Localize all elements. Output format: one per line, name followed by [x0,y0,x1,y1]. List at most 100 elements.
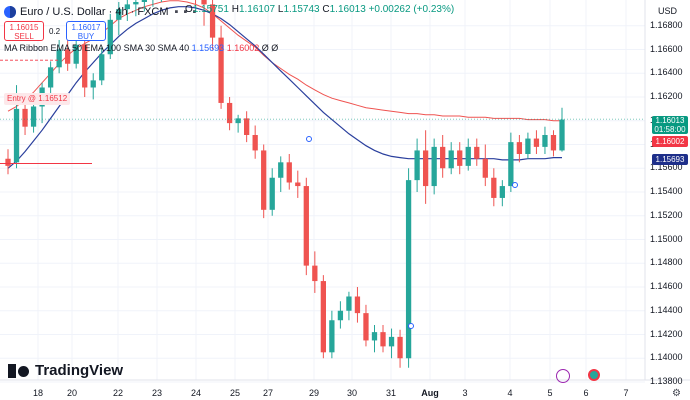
candle [380,325,386,353]
candle [261,144,267,219]
candle [269,168,275,216]
x-tick-label: 4 [507,388,513,398]
legend-tools-icon[interactable]: ▪ ▪ ▪ [174,6,198,18]
entry-label[interactable]: Entry @ 1.16512 [4,93,71,105]
symbol-line[interactable]: Euro / U.S. Dollar · 4h · FXCM ▪ ▪ ▪ [4,4,197,20]
candle [482,144,488,187]
x-tick-label: 22 [112,388,124,398]
tradingview-logo[interactable]: TradingView [8,362,123,379]
y-tick-label: 1.16600 [650,43,683,54]
candle [90,73,96,100]
y-tick-label: 1.16800 [650,19,683,30]
x-tick-label: 6 [583,388,589,398]
x-tick-label: 23 [151,388,163,398]
candle [99,47,105,86]
candle [278,156,284,192]
candle [440,135,446,178]
event-icon[interactable] [556,369,570,383]
y-tick-label: 1.13800 [650,376,683,386]
buy-button[interactable]: 1.16017 BUY [66,21,106,41]
x-tick-label: 30 [346,388,358,398]
eurusd-flag-icon [4,6,16,18]
x-tick-label: 25 [229,388,241,398]
trade-marker[interactable] [306,136,312,142]
candle [388,328,395,359]
x-tick-label: 27 [262,388,274,398]
buy-price: 1.16017 [71,23,101,32]
candle [133,0,139,17]
x-tick-label: 29 [308,388,320,398]
gear-icon[interactable]: ⚙ [672,388,681,399]
candle [235,114,241,133]
last-price: 1.16013 [655,116,685,125]
candle [195,0,197,5]
brand-name: TradingView [35,362,124,379]
currency-label[interactable]: USD [658,6,678,16]
candle [201,0,207,26]
y-tick-label: 1.16200 [650,91,683,101]
candle [65,35,71,71]
x-tick-label: 5 [547,388,553,398]
candle [431,138,437,195]
symbol-title[interactable]: Euro / U.S. Dollar · 4h · FXCM [20,6,169,18]
candle [107,13,113,59]
candle [82,40,88,97]
last-price-tag: 1.16013 01:58:00 [652,116,688,134]
spread-value: 0.2 [49,27,61,36]
candle [414,138,420,192]
sell-label: SELL [14,32,34,41]
candle [422,130,429,204]
earnings-event-icon[interactable] [588,369,600,381]
chart-overlays [0,59,645,329]
candle [218,25,224,109]
ohlc-values: O1.15751 H1.16107 L1.15743 C1.16013 +0.0… [185,4,455,15]
candle [542,126,548,154]
indicator-value-4: Ø [271,43,279,53]
x-tick-label: Aug [421,388,439,398]
candle [525,132,531,159]
candle [337,301,344,329]
candle [397,329,403,368]
x-tick-label: 3 [462,388,468,398]
candles [5,0,565,368]
candle [448,142,454,175]
candle [209,0,216,50]
x-tick-label: 7 [623,388,629,398]
y-tick-label: 1.14200 [650,328,683,339]
y-tick-label: 1.15600 [650,162,683,173]
chart-legend: Euro / U.S. Dollar · 4h · FXCM ▪ ▪ ▪ O1.… [0,0,645,60]
indicator-value-1: 1.15693 [191,43,225,53]
candle [320,275,326,359]
y-tick-label: 1.14400 [650,304,683,315]
bar-countdown: 01:58:00 [654,125,686,134]
candle [354,287,361,323]
candle [30,101,37,133]
x-tick-label: 20 [66,388,78,398]
candle [5,149,11,175]
x-tick-label: 24 [190,388,202,398]
candle [312,251,318,293]
candle [116,2,122,36]
indicator-title: MA Ribbon EMA 50 EMA 100 SMA 30 SMA 40 [4,43,190,53]
indicator-legend[interactable]: MA Ribbon EMA 50 EMA 100 SMA 30 SMA 40 1… [4,43,278,53]
candle [286,154,292,190]
ema50-tag: 1.16002 [652,136,688,147]
indicator-value-3: Ø [261,43,269,53]
candle [73,37,79,69]
candle [252,125,258,159]
candle [371,325,378,353]
candle [457,142,463,175]
candle [559,107,565,152]
trade-marker[interactable] [512,182,518,188]
y-tick-label: 1.14800 [650,257,683,268]
y-tick-label: 1.15000 [650,233,683,244]
y-tick-label: 1.15200 [650,209,683,220]
candle [303,177,309,276]
y-tick-label: 1.14600 [650,281,683,291]
candle [141,0,148,12]
trade-marker[interactable] [408,323,414,329]
y-tick-label: 1.15400 [650,186,683,196]
candle [56,40,62,74]
sell-button[interactable]: 1.16015 SELL [4,21,44,41]
